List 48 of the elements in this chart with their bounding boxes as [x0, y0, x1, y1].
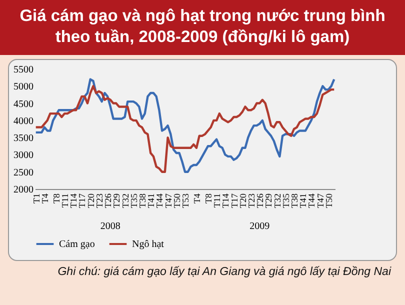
x-tick-label: T4	[192, 193, 202, 204]
legend-label: Cám gạo	[59, 239, 95, 250]
x-tick-label: T50	[324, 193, 334, 208]
x-tick-label: T11	[212, 194, 222, 208]
y-tick-label: 5500	[14, 64, 34, 76]
x-tick-label: T1	[31, 194, 42, 204]
x-tick-label: T17	[229, 193, 240, 208]
x-tick-label: T14	[220, 193, 231, 208]
x-tick-label: T38	[289, 193, 300, 208]
x-tick-label: T14	[68, 193, 79, 208]
y-tick-label: 3500	[14, 133, 34, 144]
text: 2008	[100, 221, 120, 232]
x-tick-label: T32	[272, 194, 282, 208]
x-tick-label: T47	[163, 193, 174, 208]
y-tick-label: 5000	[14, 82, 34, 93]
x-tick-label: T17	[77, 193, 88, 208]
x-tick-label: T44	[306, 193, 317, 208]
x-tick-label: T4	[40, 193, 50, 204]
x-tick-label: T8	[203, 193, 214, 204]
text: 2009	[250, 221, 270, 232]
y-tick-label: 3000	[14, 150, 34, 162]
y-tick-label: 4500	[14, 98, 34, 110]
y-tick-label: 4000	[14, 116, 34, 127]
x-tick-label: T29	[264, 193, 274, 208]
x-tick-label: T29	[112, 193, 122, 208]
x-tick-label: T20	[86, 193, 96, 208]
text: Ghi chú: giá cám gạo lấy tại An Giang và giá ngô lấy tại Đồng Nai	[56, 265, 392, 279]
x-tick-label: T11	[60, 194, 70, 208]
x-tick-label: T23	[94, 193, 104, 208]
x-tick-label: T41	[146, 194, 156, 208]
x-tick-label: T32	[120, 194, 130, 208]
x-tick-label: T50	[172, 193, 182, 208]
x-tick-label: T41	[298, 194, 308, 208]
x-tick-label: T26	[103, 193, 114, 208]
x-tick-label: T35	[280, 193, 291, 208]
x-tick-label: T47	[315, 193, 326, 208]
x-tick-label: T8	[51, 193, 62, 204]
x-tick-label: T23	[246, 193, 256, 208]
y-tick-label: 2500	[14, 167, 34, 178]
x-tick-label: T20	[238, 193, 248, 208]
y-tick-label: 2000	[14, 184, 34, 196]
x-tick-label: T35	[128, 193, 139, 208]
legend-label: Ngô hạt	[132, 239, 164, 250]
x-tick-label: T44	[154, 193, 165, 208]
x-tick-label: T26	[255, 193, 266, 208]
chart-title: Giá cám gạo và ngô hạt trong nước trung bình theo tuần, 2008-2009 (đồng/ki lô gam)	[0, 0, 405, 55]
x-tick-label: T53	[180, 193, 190, 208]
x-tick-label: T38	[137, 193, 148, 208]
